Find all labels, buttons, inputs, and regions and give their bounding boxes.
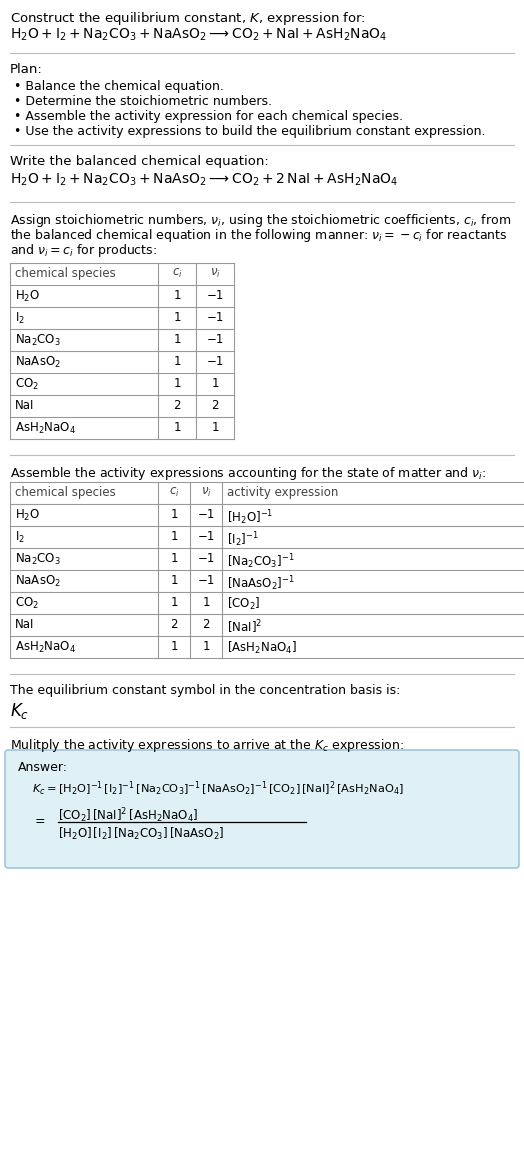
- Text: $=$: $=$: [32, 813, 46, 826]
- Text: $\mathrm{AsH_2NaO_4}$: $\mathrm{AsH_2NaO_4}$: [15, 421, 76, 436]
- Text: $[\mathrm{H_2O}]^{-1}$: $[\mathrm{H_2O}]^{-1}$: [227, 508, 274, 526]
- Text: 1: 1: [202, 596, 210, 609]
- Text: Plan:: Plan:: [10, 62, 43, 76]
- Text: $c_i$: $c_i$: [172, 267, 182, 280]
- Text: $\mathrm{H_2O}$: $\mathrm{H_2O}$: [15, 508, 40, 523]
- Text: $\mathrm{H_2O + I_2 + Na_2CO_3 + NaAsO_2 \longrightarrow CO_2 + NaI + AsH_2NaO_4: $\mathrm{H_2O + I_2 + Na_2CO_3 + NaAsO_2…: [10, 27, 387, 44]
- Text: 1: 1: [173, 311, 181, 324]
- Text: −1: −1: [198, 574, 215, 587]
- Text: $\mathrm{CO_2}$: $\mathrm{CO_2}$: [15, 596, 39, 611]
- Text: $[\mathrm{I_2}]^{-1}$: $[\mathrm{I_2}]^{-1}$: [227, 530, 259, 548]
- Text: −1: −1: [206, 289, 224, 302]
- Text: Construct the equilibrium constant, $K$, expression for:: Construct the equilibrium constant, $K$,…: [10, 10, 366, 27]
- Text: NaI: NaI: [15, 618, 35, 631]
- Text: $[\mathrm{AsH_2NaO_4}]$: $[\mathrm{AsH_2NaO_4}]$: [227, 640, 297, 656]
- Text: 1: 1: [211, 377, 219, 390]
- Text: −1: −1: [198, 508, 215, 521]
- Text: $[\mathrm{Na_2CO_3}]^{-1}$: $[\mathrm{Na_2CO_3}]^{-1}$: [227, 552, 294, 570]
- Text: $[\mathrm{NaI}]^2$: $[\mathrm{NaI}]^2$: [227, 618, 262, 635]
- Text: $\mathrm{NaAsO_2}$: $\mathrm{NaAsO_2}$: [15, 355, 61, 370]
- Text: 1: 1: [211, 421, 219, 434]
- Text: $K_c$: $K_c$: [10, 701, 29, 721]
- Text: $\mathrm{Na_2CO_3}$: $\mathrm{Na_2CO_3}$: [15, 333, 61, 348]
- Text: −1: −1: [206, 355, 224, 368]
- Text: $[\mathrm{CO_2}]\,[\mathrm{NaI}]^2\,[\mathrm{AsH_2NaO_4}]$: $[\mathrm{CO_2}]\,[\mathrm{NaI}]^2\,[\ma…: [58, 806, 198, 825]
- Text: $\mathrm{AsH_2NaO_4}$: $\mathrm{AsH_2NaO_4}$: [15, 640, 76, 655]
- Text: 2: 2: [211, 399, 219, 412]
- Text: $\mathrm{Na_2CO_3}$: $\mathrm{Na_2CO_3}$: [15, 552, 61, 567]
- Text: 1: 1: [170, 596, 178, 609]
- Text: $\nu_i$: $\nu_i$: [201, 486, 211, 499]
- Text: $[\mathrm{CO_2}]$: $[\mathrm{CO_2}]$: [227, 596, 260, 612]
- Text: 2: 2: [202, 618, 210, 631]
- Text: −1: −1: [198, 552, 215, 565]
- Text: $\mathrm{NaAsO_2}$: $\mathrm{NaAsO_2}$: [15, 574, 61, 589]
- Text: 2: 2: [170, 618, 178, 631]
- Text: chemical species: chemical species: [15, 267, 116, 280]
- Text: 1: 1: [170, 530, 178, 543]
- Text: $[\mathrm{NaAsO_2}]^{-1}$: $[\mathrm{NaAsO_2}]^{-1}$: [227, 574, 295, 592]
- Text: −1: −1: [198, 530, 215, 543]
- Text: $\nu_i$: $\nu_i$: [210, 267, 221, 280]
- Text: $\mathrm{I_2}$: $\mathrm{I_2}$: [15, 311, 25, 326]
- Text: −1: −1: [206, 333, 224, 346]
- Text: Answer:: Answer:: [18, 761, 68, 774]
- Text: • Use the activity expressions to build the equilibrium constant expression.: • Use the activity expressions to build …: [14, 125, 486, 138]
- Text: 1: 1: [173, 355, 181, 368]
- Text: Write the balanced chemical equation:: Write the balanced chemical equation:: [10, 155, 269, 168]
- Text: 1: 1: [202, 640, 210, 653]
- Text: 1: 1: [170, 508, 178, 521]
- Text: • Determine the stoichiometric numbers.: • Determine the stoichiometric numbers.: [14, 95, 272, 108]
- Text: $\mathrm{CO_2}$: $\mathrm{CO_2}$: [15, 377, 39, 392]
- Text: 1: 1: [173, 421, 181, 434]
- Text: Assign stoichiometric numbers, $\nu_i$, using the stoichiometric coefficients, $: Assign stoichiometric numbers, $\nu_i$, …: [10, 212, 511, 229]
- Text: 2: 2: [173, 399, 181, 412]
- Text: 1: 1: [173, 289, 181, 302]
- Text: $\mathrm{I_2}$: $\mathrm{I_2}$: [15, 530, 25, 545]
- Text: −1: −1: [206, 311, 224, 324]
- Text: the balanced chemical equation in the following manner: $\nu_i = -c_i$ for react: the balanced chemical equation in the fo…: [10, 227, 507, 244]
- Text: Assemble the activity expressions accounting for the state of matter and $\nu_i$: Assemble the activity expressions accoun…: [10, 465, 486, 482]
- Text: 1: 1: [173, 377, 181, 390]
- Text: 1: 1: [173, 333, 181, 346]
- FancyBboxPatch shape: [5, 750, 519, 868]
- Text: $c_i$: $c_i$: [169, 486, 179, 499]
- Text: • Assemble the activity expression for each chemical species.: • Assemble the activity expression for e…: [14, 110, 403, 123]
- Text: 1: 1: [170, 552, 178, 565]
- Text: $[\mathrm{H_2O}]\,[\mathrm{I_2}]\,[\mathrm{Na_2CO_3}]\,[\mathrm{NaAsO_2}]$: $[\mathrm{H_2O}]\,[\mathrm{I_2}]\,[\math…: [58, 826, 224, 842]
- Text: Mulitply the activity expressions to arrive at the $K_c$ expression:: Mulitply the activity expressions to arr…: [10, 737, 405, 754]
- Text: $\mathrm{H_2O + I_2 + Na_2CO_3 + NaAsO_2 \longrightarrow CO_2 + 2\,NaI + AsH_2Na: $\mathrm{H_2O + I_2 + Na_2CO_3 + NaAsO_2…: [10, 172, 398, 189]
- Text: $\mathrm{H_2O}$: $\mathrm{H_2O}$: [15, 289, 40, 304]
- Text: 1: 1: [170, 640, 178, 653]
- Text: and $\nu_i = c_i$ for products:: and $\nu_i = c_i$ for products:: [10, 242, 157, 259]
- Text: • Balance the chemical equation.: • Balance the chemical equation.: [14, 80, 224, 93]
- Text: NaI: NaI: [15, 399, 35, 412]
- Text: chemical species: chemical species: [15, 486, 116, 499]
- Text: activity expression: activity expression: [227, 486, 339, 499]
- Text: 1: 1: [170, 574, 178, 587]
- Text: $K_c = [\mathrm{H_2O}]^{-1}\,[\mathrm{I_2}]^{-1}\,[\mathrm{Na_2CO_3}]^{-1}\,[\ma: $K_c = [\mathrm{H_2O}]^{-1}\,[\mathrm{I_…: [32, 780, 404, 798]
- Text: The equilibrium constant symbol in the concentration basis is:: The equilibrium constant symbol in the c…: [10, 684, 400, 697]
